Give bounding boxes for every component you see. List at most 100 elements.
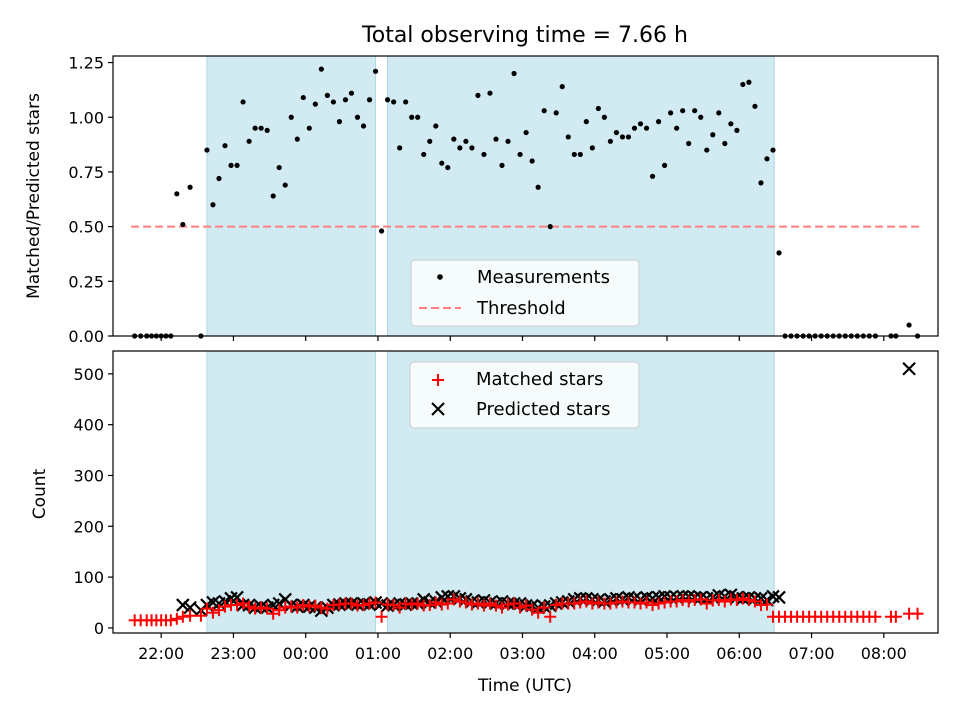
measurement-point bbox=[378, 228, 385, 234]
matched-star-marker bbox=[550, 599, 563, 612]
legend-matched-marker bbox=[432, 374, 444, 386]
matched-star-marker bbox=[243, 600, 256, 613]
measurement-point bbox=[174, 191, 180, 197]
matched-star-marker bbox=[267, 607, 280, 620]
measurement-point bbox=[318, 66, 324, 72]
measurement-point bbox=[637, 121, 644, 127]
measurement-point bbox=[493, 136, 499, 142]
measurement-point bbox=[391, 99, 397, 105]
bottom-axes-frame bbox=[112, 350, 939, 634]
matched-star-marker bbox=[483, 597, 496, 610]
measurement-point bbox=[240, 99, 246, 105]
matched-star-marker bbox=[429, 596, 442, 609]
matched-star-marker bbox=[520, 599, 533, 612]
measurement-point bbox=[469, 145, 475, 151]
measurement-point bbox=[577, 151, 583, 158]
measurement-point bbox=[776, 250, 782, 256]
legend-predicted-marker bbox=[431, 402, 445, 416]
measurement-point bbox=[252, 125, 258, 131]
observing-interval-0 bbox=[206, 350, 377, 634]
matched-star-marker bbox=[231, 599, 244, 612]
measurement-point bbox=[643, 125, 650, 131]
bottom-x-ticks: 22:00 23:00 00:00 01:00 02:00 03:00 04:00 05:00… bbox=[138, 633, 907, 663]
matched-star-marker bbox=[736, 592, 749, 605]
matched-star-marker bbox=[700, 597, 713, 610]
matched-star-marker bbox=[742, 593, 755, 606]
measurement-point bbox=[571, 151, 577, 158]
matched-star-marker bbox=[393, 601, 406, 614]
y-tick-label: 0 bbox=[94, 619, 104, 638]
matched-star-marker bbox=[206, 606, 219, 619]
measurement-point bbox=[607, 138, 614, 144]
measurement-point bbox=[421, 151, 427, 158]
y-tick-label: 400 bbox=[73, 416, 104, 435]
predicted-star-marker bbox=[176, 598, 190, 612]
matched-star-marker bbox=[610, 596, 623, 609]
measurement-point bbox=[210, 202, 216, 208]
bottom-y-ticks: 0 100 200 300 400 500 bbox=[73, 365, 113, 638]
matched-star-marker bbox=[730, 593, 743, 606]
measurement-point bbox=[559, 84, 565, 90]
observing-interval-0 bbox=[206, 55, 377, 337]
matched-star-marker bbox=[616, 595, 629, 608]
matched-star-marker bbox=[411, 597, 424, 610]
y-tick-label: 0.25 bbox=[68, 272, 104, 291]
ratio-panel: 0.00 0.25 0.50 0.75 1.00 1.25 Matched/Predict… bbox=[24, 54, 939, 346]
matched-star-marker bbox=[592, 596, 605, 609]
matched-star-marker bbox=[477, 599, 490, 612]
matched-star-marker bbox=[640, 596, 653, 609]
measurement-point bbox=[740, 81, 746, 88]
measurement-point bbox=[752, 103, 758, 109]
measurement-point bbox=[264, 127, 270, 133]
matched-star-marker bbox=[261, 602, 274, 615]
matched-star-marker bbox=[574, 596, 587, 609]
measurement-point bbox=[553, 110, 559, 116]
matched-star-marker bbox=[676, 593, 689, 606]
matched-star-marker bbox=[435, 598, 448, 611]
x-tick-label: 07:00 bbox=[788, 644, 834, 663]
measurement-point bbox=[342, 97, 349, 103]
x-tick-label: 22:00 bbox=[138, 644, 184, 663]
measurement-point bbox=[366, 97, 373, 103]
y-tick-label: 0.50 bbox=[68, 218, 104, 237]
matched-star-marker bbox=[309, 599, 322, 612]
measurement-point bbox=[372, 68, 379, 74]
matched-star-marker bbox=[718, 595, 731, 608]
predicted-star-marker bbox=[230, 590, 244, 605]
measurement-point bbox=[734, 127, 740, 133]
matched-star-marker bbox=[249, 602, 262, 615]
x-tick-label: 06:00 bbox=[716, 644, 762, 663]
measurement-point bbox=[270, 193, 276, 199]
matched-star-marker bbox=[712, 593, 725, 606]
matched-star-marker bbox=[586, 597, 599, 610]
measurement-point bbox=[445, 164, 451, 171]
measurement-point bbox=[360, 123, 367, 129]
measurement-point bbox=[324, 92, 330, 98]
measurement-point bbox=[294, 136, 300, 142]
y-tick-label: 1.25 bbox=[68, 54, 104, 73]
y-tick-label: 300 bbox=[73, 466, 104, 485]
measurement-point bbox=[282, 182, 288, 188]
matched-star-marker bbox=[399, 597, 412, 610]
measurement-point bbox=[457, 145, 463, 151]
matched-star-marker bbox=[176, 610, 189, 623]
matched-star-marker bbox=[580, 595, 593, 608]
matched-star-marker bbox=[670, 595, 683, 608]
measurement-point bbox=[246, 138, 252, 144]
measurement-point bbox=[529, 158, 535, 164]
matched-star-marker bbox=[255, 601, 268, 614]
x-tick-label: 04:00 bbox=[572, 644, 618, 663]
measurement-point bbox=[415, 114, 421, 120]
measurement-point bbox=[583, 119, 589, 125]
measurement-point bbox=[906, 322, 912, 328]
measurement-point bbox=[463, 138, 469, 144]
measurement-point bbox=[187, 184, 193, 190]
measurement-point bbox=[565, 134, 571, 140]
matched-star-marker bbox=[532, 606, 545, 619]
matched-star-marker bbox=[628, 596, 641, 609]
matched-star-marker bbox=[345, 597, 358, 610]
top-legend: Measurements Threshold bbox=[410, 259, 640, 327]
measurement-point bbox=[397, 145, 403, 151]
measurement-point bbox=[276, 164, 282, 171]
measurement-point bbox=[535, 184, 541, 190]
